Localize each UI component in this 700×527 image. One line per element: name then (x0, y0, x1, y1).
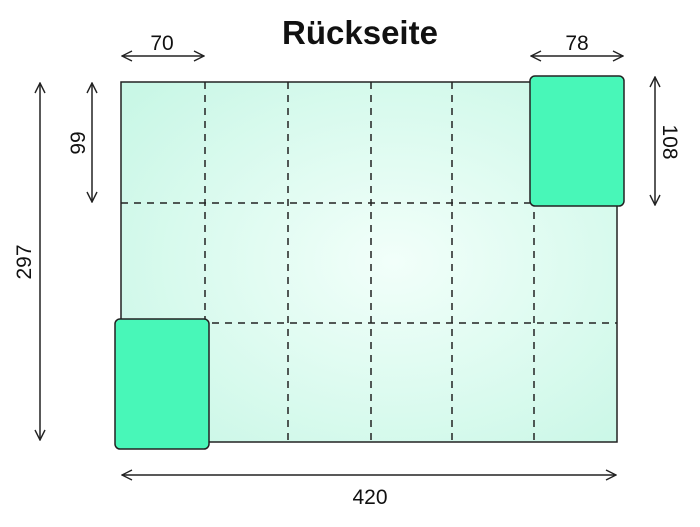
dimension-label-total-width: 420 (352, 486, 387, 509)
dimension-label-label-height: 108 (658, 124, 681, 159)
label-bottom-left (114, 318, 210, 450)
dimension-label-total-height: 297 (13, 244, 36, 279)
dimension-label-cell-width: 70 (150, 32, 173, 55)
page-title: Rückseite (282, 14, 438, 51)
label-top-right (529, 75, 625, 207)
dimension-label-cell-height: 99 (67, 131, 90, 154)
dimension-label-label-width: 78 (565, 32, 588, 55)
